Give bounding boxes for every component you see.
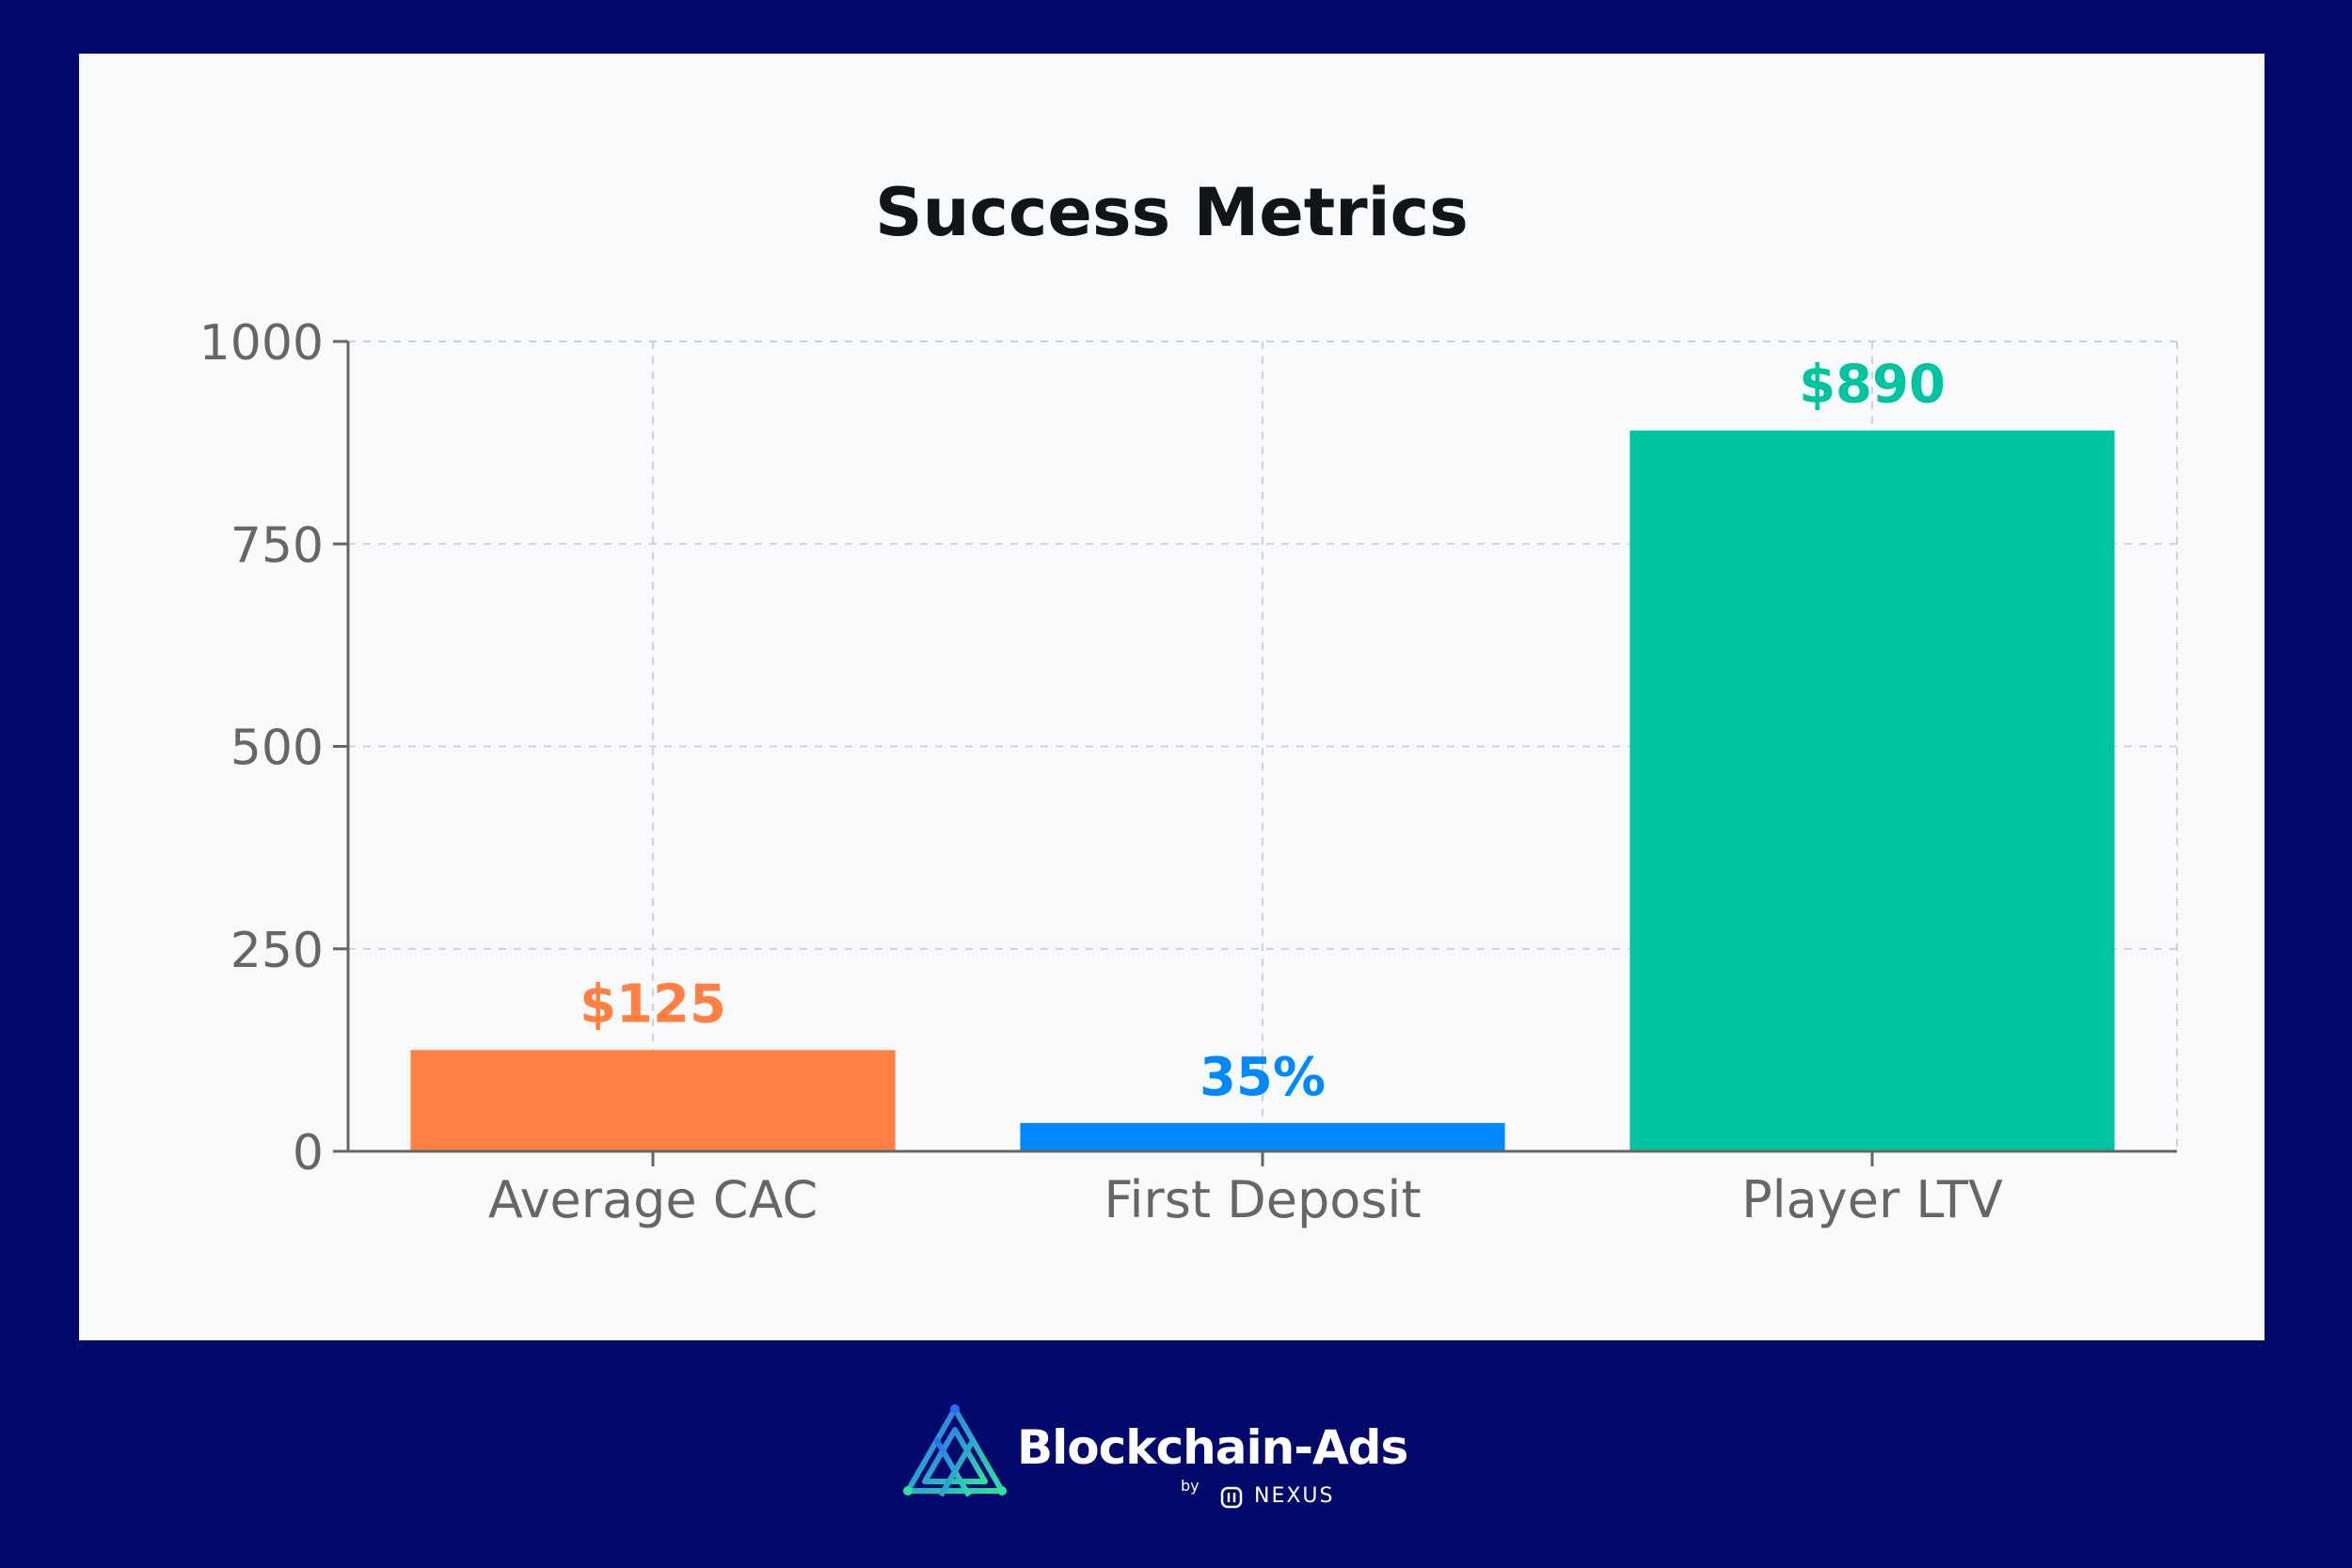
chart-title: Success Metrics bbox=[875, 174, 1469, 251]
x-tick-label-2: Player LTV bbox=[1741, 1170, 2003, 1229]
y-tick-label-3: 750 bbox=[230, 517, 324, 574]
data-label-0: $125 bbox=[580, 974, 726, 1035]
bar-0 bbox=[410, 1050, 896, 1151]
nexus-logo-icon bbox=[1220, 1486, 1243, 1509]
bar-2 bbox=[1629, 430, 2115, 1152]
x-tick-label-0: Average CAC bbox=[488, 1170, 818, 1229]
brand-name: Blockchain-Ads bbox=[1017, 1420, 1408, 1475]
y-tick-label-1: 250 bbox=[230, 923, 324, 979]
y-tick-label-0: 0 bbox=[293, 1125, 324, 1181]
blockchain-ads-logo-icon bbox=[903, 1404, 1007, 1497]
bar-chart: $125 35% $890 0 250 500 750 1000 Average CAC Firs… bbox=[199, 315, 2178, 1229]
brand-logo: Blockchain-Ads by NEXUS bbox=[898, 1392, 1463, 1514]
footer: Blockchain-Ads by NEXUS bbox=[0, 1392, 2352, 1514]
y-tick-label-2: 500 bbox=[230, 721, 324, 777]
brand-by-text: by bbox=[1181, 1477, 1200, 1495]
bar-1 bbox=[1020, 1122, 1505, 1151]
data-label-1: 35% bbox=[1200, 1047, 1326, 1108]
data-label-2: $890 bbox=[1799, 355, 1946, 416]
partner-name: NEXUS bbox=[1254, 1484, 1335, 1508]
x-tick-label-1: First Deposit bbox=[1104, 1170, 1421, 1229]
y-tick-label-4: 1000 bbox=[199, 315, 324, 372]
chart-panel: Success Metrics $125 35% $890 0 250 500 750 100… bbox=[79, 54, 2265, 1340]
